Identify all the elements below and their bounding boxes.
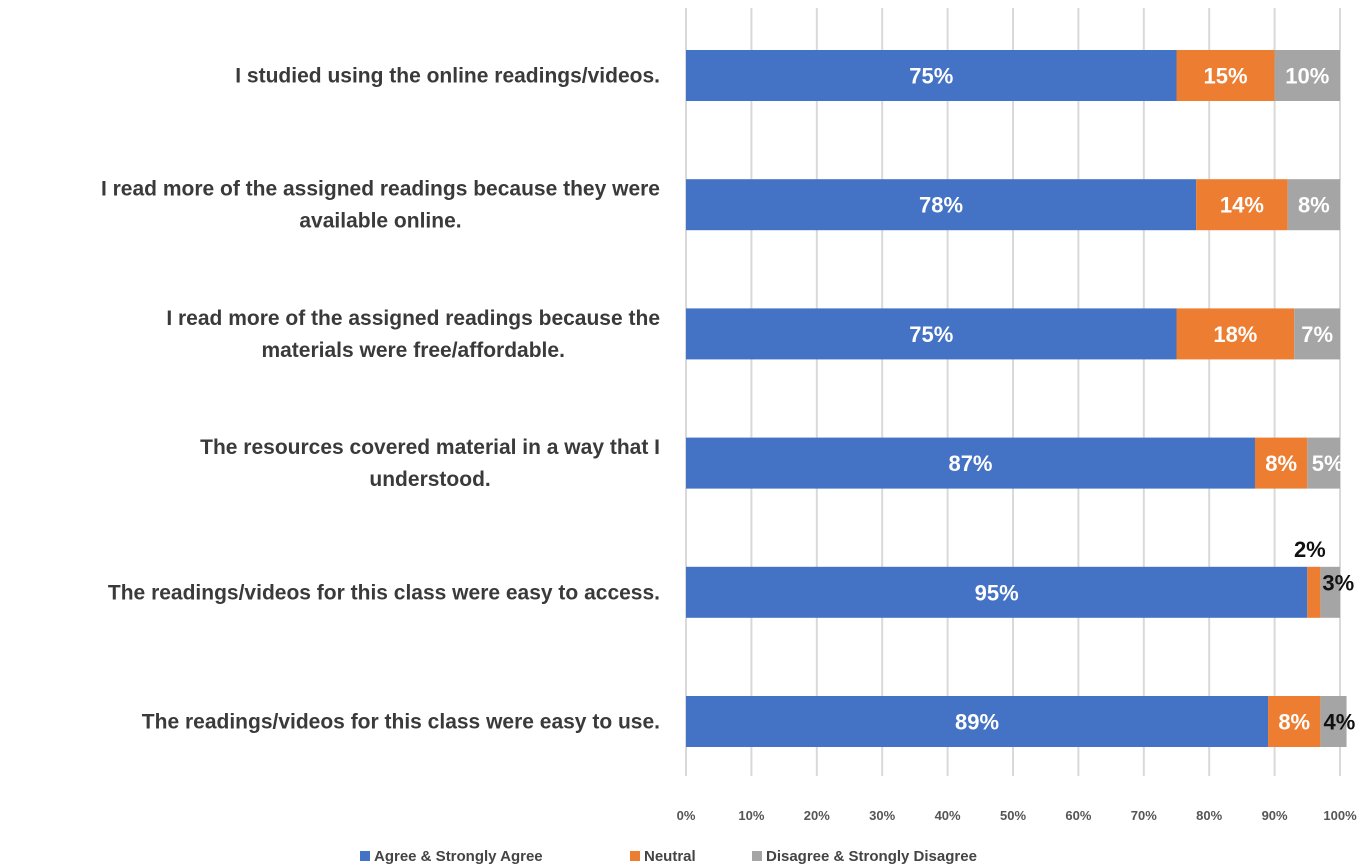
- data-label: 8%: [1278, 710, 1310, 735]
- category-label-line: I studied using the online readings/vide…: [235, 65, 660, 88]
- data-label: 95%: [975, 580, 1019, 605]
- data-label: 7%: [1301, 322, 1333, 347]
- bar-segment: [686, 696, 1269, 747]
- x-tick-label: 100%: [1323, 808, 1357, 823]
- x-axis-ticks: 0% 10% 20% 30% 40% 50% 60% 70% 80% 90% 100%: [677, 808, 1357, 823]
- x-tick-label: 40%: [935, 808, 961, 823]
- x-tick-label: 10%: [738, 808, 764, 823]
- bar-segment: [686, 437, 1255, 489]
- bar-segment: [1176, 308, 1295, 360]
- bar-segment: [1268, 696, 1321, 747]
- category-label-line: The resources covered material in a way …: [200, 436, 660, 459]
- legend-label: Disagree & Strongly Disagree: [766, 848, 977, 865]
- category-label-line: available online.: [299, 210, 461, 233]
- legend-label: Agree & Strongly Agree: [374, 848, 543, 865]
- legend-swatch: [752, 851, 762, 861]
- data-label: 8%: [1265, 451, 1297, 476]
- legend: Agree & Strongly Agree Neutral Disagree & …: [360, 848, 977, 865]
- bar-segment: [1320, 696, 1347, 747]
- data-label: 5%: [1312, 451, 1344, 476]
- bar-segment: [1287, 179, 1340, 231]
- category-label-line: materials were free/affordable.: [261, 339, 564, 362]
- bar-segment: [1274, 50, 1340, 101]
- x-tick-label: 50%: [1000, 808, 1026, 823]
- category-label: I read more of the assigned readings bec…: [166, 307, 660, 362]
- category-label: The resources covered material in a way …: [200, 436, 660, 491]
- gridlines: [685, 8, 1341, 776]
- bar-segment: [1294, 308, 1340, 360]
- data-label: 87%: [948, 451, 992, 476]
- legend-label: Neutral: [644, 848, 696, 865]
- x-tick-label: 30%: [869, 808, 895, 823]
- x-tick-label: 60%: [1065, 808, 1091, 823]
- bar-segment: [1320, 566, 1340, 618]
- data-label: 75%: [909, 64, 953, 89]
- data-label: 14%: [1220, 193, 1264, 218]
- data-label: 10%: [1285, 64, 1329, 89]
- data-label: 15%: [1204, 64, 1248, 89]
- bar-segment: [686, 50, 1177, 101]
- bars: [686, 50, 1347, 747]
- bar-segment: [1254, 437, 1308, 489]
- bar-segment: [686, 566, 1308, 618]
- x-tick-label: 0%: [677, 808, 696, 823]
- bar-segment: [1176, 50, 1275, 101]
- category-label-line: I read more of the assigned readings bec…: [101, 178, 660, 201]
- legend-swatch: [630, 851, 640, 861]
- category-label: The readings/videos for this class were …: [142, 711, 660, 734]
- category-label-line: The readings/videos for this class were …: [142, 711, 660, 734]
- category-label: The readings/videos for this class were …: [108, 581, 660, 604]
- x-tick-label: 80%: [1196, 808, 1222, 823]
- data-label: 18%: [1213, 322, 1257, 347]
- category-labels: I studied using the online readings/vide…: [101, 65, 660, 734]
- data-label: 78%: [919, 193, 963, 218]
- data-label: 89%: [955, 710, 999, 735]
- bar-segment: [1307, 566, 1321, 618]
- data-label: 75%: [909, 322, 953, 347]
- category-label-line: The readings/videos for this class were …: [108, 581, 660, 604]
- data-label: 2%: [1294, 537, 1326, 562]
- x-tick-label: 20%: [804, 808, 830, 823]
- data-labels: 75% 15% 10% 78% 14% 8% 75% 18% 7% 87% 8% 5% 95% 2% 3% 8…: [909, 64, 1355, 735]
- data-label: 3%: [1322, 570, 1354, 595]
- data-label: 8%: [1298, 193, 1330, 218]
- category-label-line: understood.: [369, 468, 490, 491]
- bar-segment: [1307, 437, 1340, 489]
- category-label: I studied using the online readings/vide…: [235, 65, 660, 88]
- data-label: 4%: [1324, 710, 1356, 735]
- category-label: I read more of the assigned readings bec…: [101, 178, 660, 233]
- bar-segment: [1196, 179, 1288, 231]
- category-label-line: I read more of the assigned readings bec…: [166, 307, 660, 330]
- x-tick-label: 70%: [1131, 808, 1157, 823]
- bar-segment: [686, 308, 1177, 360]
- x-tick-label: 90%: [1262, 808, 1288, 823]
- bar-segment: [686, 179, 1197, 231]
- legend-swatch: [360, 851, 370, 861]
